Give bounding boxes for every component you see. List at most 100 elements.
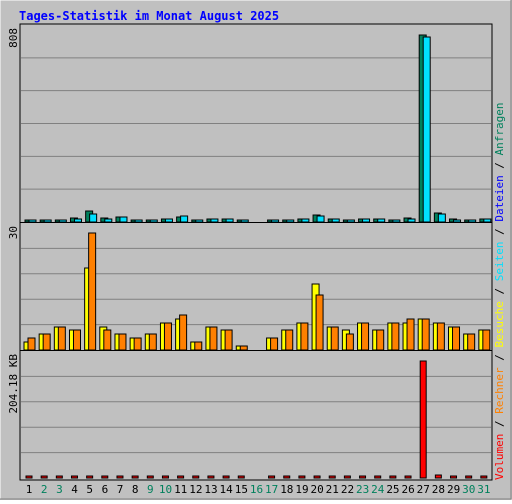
bar-dateien-day-28 <box>437 213 446 223</box>
bar-dateien-day-9 <box>149 219 158 223</box>
bar-rechner-day-11 <box>179 314 188 351</box>
bar-dateien-day-10 <box>164 218 173 223</box>
bar-volumen-day-29 <box>450 475 458 479</box>
bar-volumen-day-5 <box>86 475 94 479</box>
x-tick-label: 18 <box>280 483 293 496</box>
bar-rechner-day-25 <box>391 322 400 351</box>
bar-volumen-day-22 <box>343 475 351 479</box>
legend-text: Volumen / Rechner / Besuche / Seiten / D… <box>493 102 506 480</box>
legend-separator: / <box>493 222 506 242</box>
bar-rechner-day-1 <box>27 337 36 351</box>
bar-volumen-day-4 <box>70 475 78 479</box>
x-tick-label: 30 <box>462 483 475 496</box>
bar-dateien-day-2 <box>43 219 52 223</box>
bar-rechner-day-21 <box>330 326 339 351</box>
x-tick-label: 27 <box>417 483 430 496</box>
x-tick-label: 11 <box>174 483 187 496</box>
y-axis-labels: 808 30 204.18 KB <box>7 28 20 414</box>
bar-volumen-day-12 <box>192 475 200 479</box>
y-axis-label: 204.18 KB <box>7 354 20 414</box>
bar-dateien-day-12 <box>195 219 204 223</box>
bar-dateien-day-13 <box>210 218 219 223</box>
bar-rechner-day-29 <box>452 326 461 351</box>
x-tick-label: 10 <box>159 483 172 496</box>
bar-dateien-day-29 <box>453 219 462 223</box>
bar-volumen-day-18 <box>283 475 291 479</box>
x-tick-label: 7 <box>117 483 124 496</box>
legend-item-anfragen: Anfragen <box>493 102 506 155</box>
bar-volumen-day-3 <box>55 475 63 479</box>
bar-rechner-day-9 <box>148 333 157 351</box>
x-tick-label: 6 <box>102 483 109 496</box>
bar-dateien-day-25 <box>392 219 401 223</box>
bar-volumen-day-8 <box>131 475 139 479</box>
x-tick-label: 4 <box>71 483 78 496</box>
x-tick-label: 25 <box>386 483 399 496</box>
bar-volumen-day-13 <box>207 475 215 479</box>
x-tick-label: 23 <box>356 483 369 496</box>
bar-dateien-day-22 <box>346 219 355 223</box>
bar-dateien-day-7 <box>119 216 128 223</box>
bar-dateien-day-11 <box>180 215 189 223</box>
bar-volumen-day-31 <box>480 475 488 479</box>
bar-rechner-day-19 <box>300 322 309 351</box>
x-tick-label: 15 <box>235 483 248 496</box>
bar-rechner-day-5 <box>88 232 97 351</box>
x-tick-label: 16 <box>250 483 263 496</box>
bar-dateien-day-6 <box>104 218 113 223</box>
bar-rechner-day-15 <box>239 345 248 351</box>
legend-separator: / <box>493 155 506 175</box>
bar-dateien-day-17 <box>271 219 280 223</box>
x-tick-label: 20 <box>311 483 324 496</box>
bar-volumen-day-25 <box>389 475 397 479</box>
bar-rechner-day-8 <box>133 337 142 351</box>
x-tick-label: 2 <box>41 483 48 496</box>
bar-rechner-day-10 <box>163 322 172 351</box>
bar-volumen-day-10 <box>161 475 169 479</box>
bar-dateien-day-26 <box>407 218 416 223</box>
bar-volumen-day-14 <box>222 475 230 479</box>
bar-dateien-day-31 <box>483 218 492 223</box>
bar-rechner-day-20 <box>315 294 324 351</box>
bar-dateien-day-18 <box>286 219 295 223</box>
bar-volumen-day-20 <box>313 475 321 479</box>
bar-volumen-day-17 <box>268 475 276 479</box>
bar-volumen-day-11 <box>177 475 185 479</box>
bar-dateien-day-14 <box>225 218 234 223</box>
bar-dateien-day-24 <box>377 218 386 223</box>
chart-panels <box>20 34 492 479</box>
legend-item-besuche: Besuche <box>493 301 506 347</box>
legend-item-seiten: Seiten <box>493 242 506 282</box>
bar-rechner-day-17 <box>270 337 279 351</box>
x-tick-label: 26 <box>401 483 414 496</box>
bar-volumen-day-26 <box>404 475 412 479</box>
x-tick-label: 9 <box>147 483 154 496</box>
x-tick-labels: 1 2 3 4 5 6 7 8 9 10 11 12 13 14 15 16 17 18 19 20 21 22 23 24 2… <box>26 483 491 496</box>
bar-volumen-day-15 <box>237 475 245 479</box>
bar-dateien-day-15 <box>240 219 249 223</box>
bar-rechner-day-2 <box>42 333 51 351</box>
bar-rechner-day-30 <box>467 333 476 351</box>
bar-rechner-day-28 <box>436 322 445 351</box>
legend-item-rechner: Rechner <box>493 367 506 414</box>
bar-dateien-day-4 <box>73 218 82 223</box>
bar-volumen-day-19 <box>298 475 306 479</box>
plot-frame <box>19 23 493 481</box>
legend-item-dateien: Dateien <box>493 175 506 221</box>
legend-item-volumen: Volumen <box>493 434 506 480</box>
bar-dateien-day-1 <box>28 219 37 223</box>
bar-rechner-day-27 <box>421 318 430 351</box>
bar-rechner-day-12 <box>194 341 203 351</box>
legend-separator: / <box>493 281 506 301</box>
bar-dateien-day-30 <box>468 219 477 223</box>
bar-volumen-day-27 <box>419 360 427 479</box>
bar-dateien-day-19 <box>301 218 310 223</box>
bar-rechner-day-22 <box>345 333 354 351</box>
legend-separator: / <box>493 348 506 368</box>
x-tick-label: 22 <box>341 483 354 496</box>
bar-dateien-day-23 <box>362 218 371 223</box>
bar-volumen-day-23 <box>359 475 367 479</box>
y-axis-label: 30 <box>7 226 20 239</box>
bar-volumen-day-24 <box>374 475 382 479</box>
